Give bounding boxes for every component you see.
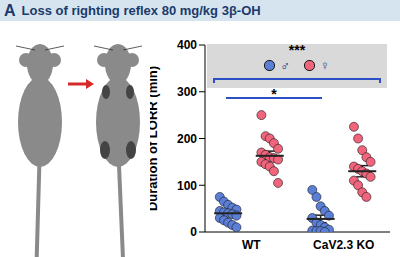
svg-text:200: 200 [177,132,197,146]
svg-text:0: 0 [190,225,197,239]
svg-text:Duration of LORR (min): Duration of LORR (min) [150,66,160,211]
svg-text:CaV2.3 KO: CaV2.3 KO [313,238,374,252]
svg-text:WT: WT [242,238,261,252]
svg-text:100: 100 [177,179,197,193]
svg-text:400: 400 [177,38,197,52]
html-text:A Loss of righting reflex 80 m: A Loss of righting reflex 80 mg/kg 3β-OH [4,1,261,19]
svg-text:300: 300 [177,85,197,99]
